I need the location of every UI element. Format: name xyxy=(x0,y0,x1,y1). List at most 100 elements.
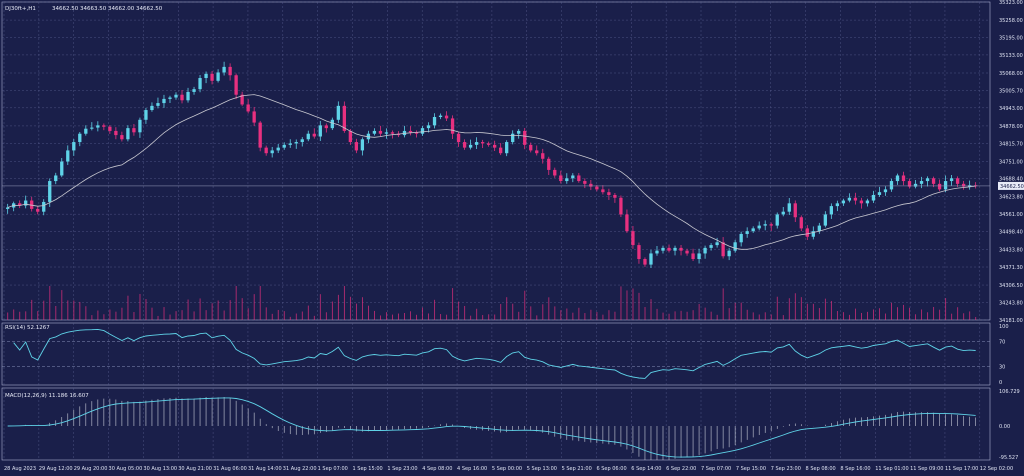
y-tick-label: 34306.50 xyxy=(999,283,1023,289)
volume-bar xyxy=(704,307,706,320)
volume-bar xyxy=(313,315,315,320)
candle-body xyxy=(955,178,960,184)
volume-bar xyxy=(410,311,411,320)
volume-bar xyxy=(103,314,105,320)
candle-body xyxy=(505,142,509,154)
volume-bar xyxy=(440,314,442,320)
volume-bar xyxy=(470,315,472,320)
volume-bar xyxy=(969,311,971,320)
volume-bar xyxy=(169,314,171,320)
volume-bar xyxy=(662,312,664,320)
x-tick-label: 30 Aug 21:00 xyxy=(178,466,212,472)
candle-body xyxy=(300,139,304,143)
candle-body xyxy=(637,245,641,260)
volume-bar xyxy=(909,307,911,320)
candle-body xyxy=(6,207,10,209)
volume-bar xyxy=(632,288,634,320)
volume-bar xyxy=(836,310,838,320)
volume-bar xyxy=(43,300,45,320)
panel-border xyxy=(1,387,991,461)
candle-body xyxy=(847,197,852,201)
volume-bar xyxy=(488,314,490,320)
candle-body xyxy=(571,175,575,179)
volume-bar xyxy=(187,299,189,320)
candle-body xyxy=(174,94,178,98)
symbol-label: DJ30ft+,H1 xyxy=(5,6,36,12)
y-tick-label: 35195.00 xyxy=(999,36,1023,42)
volume-bar xyxy=(241,298,243,320)
candle-body xyxy=(613,194,617,198)
y-tick-label: 35068.00 xyxy=(999,71,1023,77)
volume-bar xyxy=(800,297,802,320)
volume-bar xyxy=(452,288,454,320)
volume-bar xyxy=(434,299,436,320)
volume-bar xyxy=(380,315,381,320)
candle-body xyxy=(276,147,280,151)
volume-bar xyxy=(554,306,556,320)
candle-body xyxy=(240,94,244,105)
macd-tick-label: 0.00 xyxy=(999,424,1010,430)
volume-bar xyxy=(572,312,574,320)
volume-bar xyxy=(193,311,195,320)
candle-body xyxy=(739,233,743,243)
volume-bar xyxy=(73,300,75,320)
volume-bar xyxy=(692,310,694,320)
volume-bar xyxy=(361,297,363,320)
volume-bar xyxy=(897,307,898,320)
volume-bar xyxy=(458,301,460,320)
volume-bar xyxy=(776,296,778,320)
volume-bar xyxy=(175,311,177,320)
volume-bar xyxy=(548,297,550,320)
volume-bar xyxy=(13,309,15,320)
volume-bar xyxy=(710,311,712,320)
volume-bar xyxy=(668,313,670,320)
macd-tick-label: 106.729 xyxy=(999,389,1020,395)
candle-body xyxy=(282,144,286,148)
volume-bar xyxy=(885,313,886,320)
candle-body xyxy=(60,161,64,176)
volume-bar xyxy=(223,310,225,320)
candle-body xyxy=(420,128,425,134)
candle-body xyxy=(553,169,557,176)
volume-bar xyxy=(740,302,742,320)
candle-body xyxy=(703,247,707,254)
volume-bar xyxy=(542,304,544,320)
volume-bar xyxy=(476,308,478,320)
volume-bar xyxy=(975,316,977,320)
volume-bar xyxy=(157,315,159,320)
candle-body xyxy=(829,206,833,215)
volume-bar xyxy=(764,312,766,320)
candle-body xyxy=(541,153,545,159)
volume-bar xyxy=(374,310,375,320)
volume-bar xyxy=(530,306,532,320)
candle-body xyxy=(78,133,82,143)
candle-body xyxy=(817,225,821,232)
volume-bar xyxy=(566,308,568,320)
candle-body xyxy=(354,142,359,151)
volume-bar xyxy=(879,308,880,320)
x-tick-label: 6 Sep 06:00 xyxy=(596,466,626,472)
candle-body xyxy=(318,125,322,137)
y-tick-label: 35005.70 xyxy=(999,88,1023,94)
candle-body xyxy=(30,200,34,209)
volume-bar xyxy=(55,305,57,320)
x-tick-label: 1 Sep 07:00 xyxy=(318,466,348,472)
volume-bar xyxy=(151,307,153,320)
candle-body xyxy=(246,104,250,112)
volume-bar xyxy=(398,313,399,320)
volume-bar xyxy=(957,307,959,320)
volume-bar xyxy=(518,311,520,320)
volume-bar xyxy=(560,310,562,320)
candle-body xyxy=(468,144,473,148)
y-tick-label: 35258.00 xyxy=(999,18,1023,24)
candle-body xyxy=(523,130,527,145)
x-tick-label: 12 Sep 02:00 xyxy=(980,466,1013,472)
candle-body xyxy=(565,178,569,182)
volume-bar xyxy=(903,304,904,320)
candle-body xyxy=(294,142,298,144)
volume-bar xyxy=(217,300,219,320)
candle-body xyxy=(841,200,846,204)
volume-bar xyxy=(536,315,538,320)
